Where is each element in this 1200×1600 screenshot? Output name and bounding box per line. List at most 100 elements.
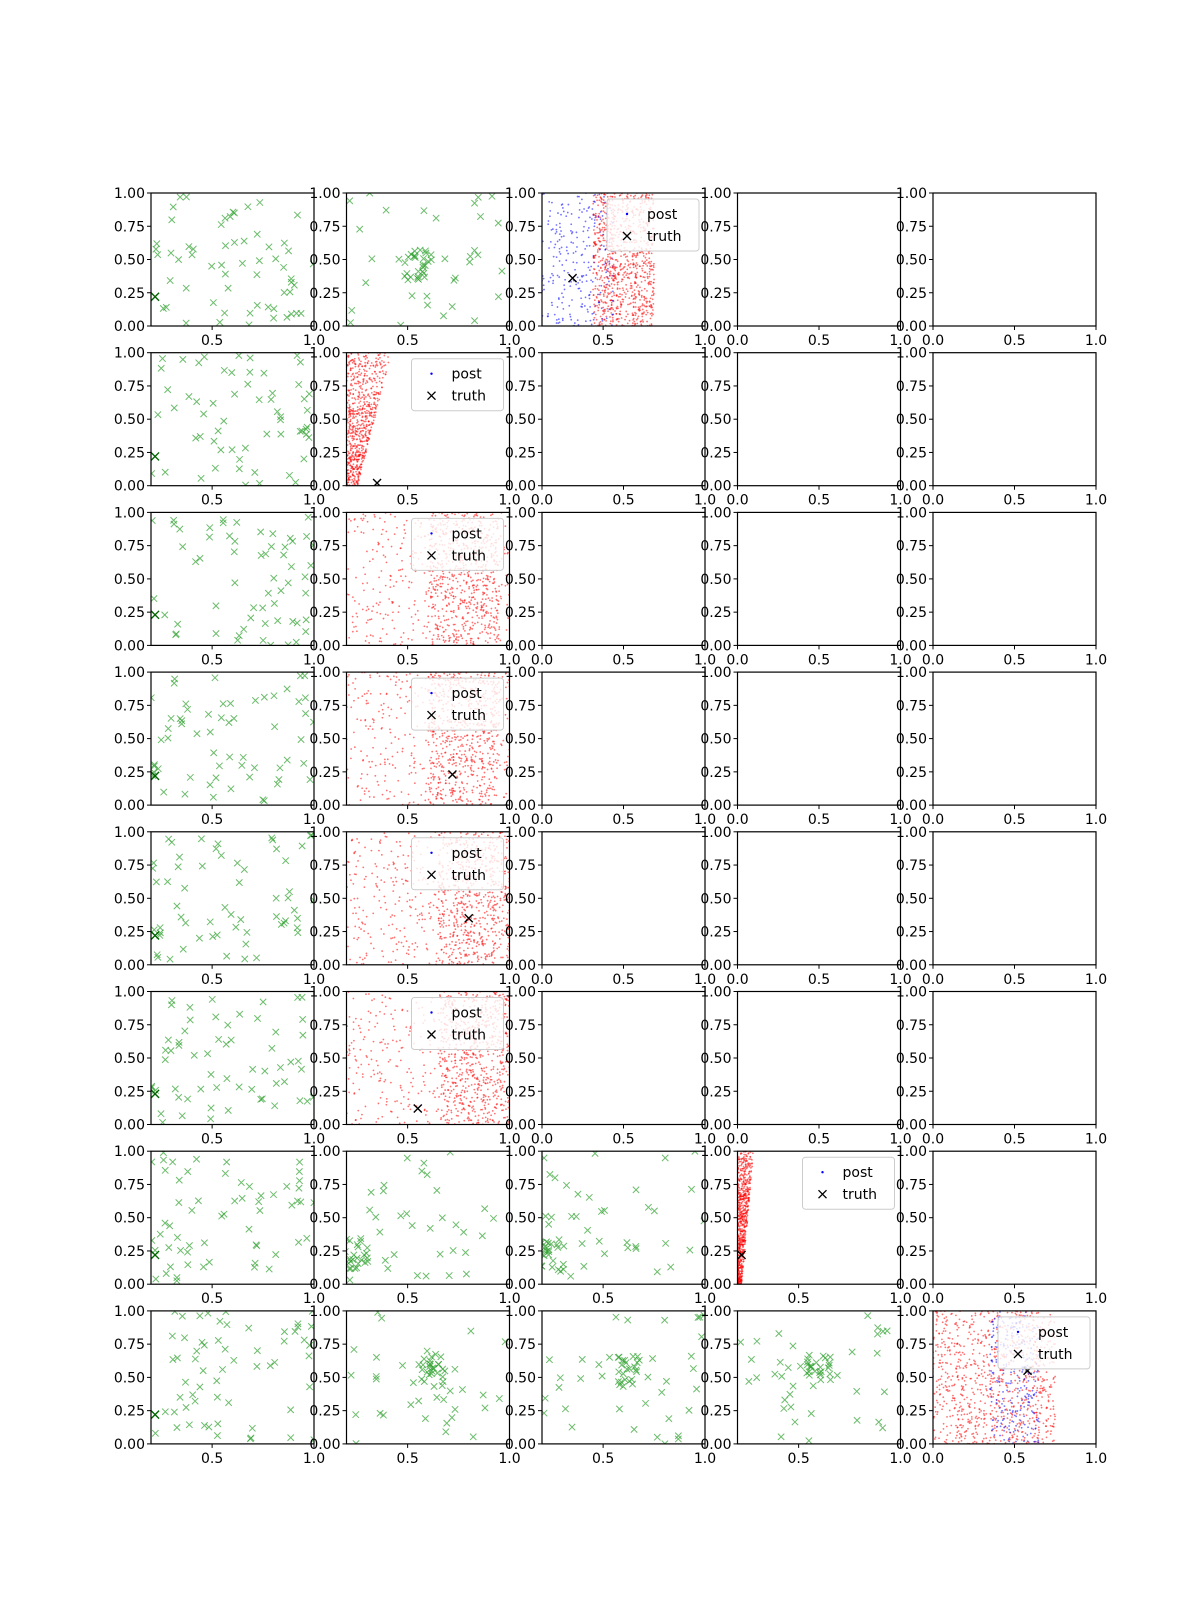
green-marker (289, 537, 297, 545)
post-point (487, 891, 489, 894)
green-marker (161, 611, 169, 619)
post-point (410, 581, 413, 584)
post-point (360, 531, 363, 534)
post-point (469, 904, 472, 906)
post-point (613, 283, 616, 286)
post-point (370, 387, 373, 390)
post-point (439, 675, 442, 678)
green-marker (432, 214, 440, 222)
post-point (356, 938, 359, 941)
post-point (360, 419, 363, 422)
post-point (455, 892, 458, 894)
post-point (448, 571, 451, 574)
post-point (459, 916, 462, 919)
post-point (437, 610, 440, 612)
post-point (455, 918, 458, 921)
post-point (409, 555, 412, 558)
post-point (439, 763, 442, 766)
post-point (454, 513, 456, 516)
post-point (469, 639, 472, 642)
post-point (598, 323, 601, 326)
post-point (457, 798, 460, 801)
post-point (441, 576, 444, 579)
post-point (361, 411, 363, 414)
post-point (476, 621, 479, 624)
post-point (486, 955, 489, 958)
green-marker (200, 353, 208, 361)
post-point (487, 895, 490, 898)
post-point (558, 321, 561, 324)
post-point (444, 794, 447, 797)
post-point (348, 636, 351, 639)
post-point (467, 947, 469, 950)
post-point (438, 755, 440, 757)
post-point (547, 220, 550, 222)
post-point (406, 680, 408, 683)
post-point (493, 675, 495, 678)
post-point (459, 738, 462, 741)
post-point (490, 730, 493, 732)
post-point (476, 602, 479, 605)
post-point (438, 761, 440, 763)
post-point (401, 641, 403, 643)
post-point (560, 230, 562, 232)
post-point (604, 249, 607, 251)
post-point (455, 736, 458, 739)
post-point (571, 231, 574, 233)
post-point (408, 607, 410, 610)
green-marker (284, 641, 292, 646)
post-point (609, 320, 612, 323)
post-point (628, 303, 631, 306)
post-point (372, 414, 375, 417)
post-point (485, 910, 488, 913)
post-point (598, 278, 601, 281)
post-point (506, 552, 509, 555)
panel-r4c0: 0.000.250.500.751.000.5 1.0 (114, 825, 325, 988)
post-point (616, 281, 619, 284)
post-point (440, 770, 443, 772)
y-tick-label: 0.25 (309, 445, 340, 461)
post-point (454, 798, 457, 801)
post-point (432, 775, 434, 778)
y-tick-label: 0.25 (114, 605, 145, 621)
post-point (456, 587, 458, 590)
post-point (464, 764, 467, 767)
post-point (440, 743, 442, 745)
post-point (648, 257, 651, 260)
post-point (630, 285, 633, 287)
post-point (412, 622, 415, 625)
post-point (620, 268, 623, 271)
post-point (626, 255, 629, 258)
post-point (393, 884, 395, 887)
y-tick-label: 1.00 (700, 665, 731, 681)
post-point (496, 767, 498, 770)
green-marker (158, 355, 167, 363)
post-point (445, 943, 448, 946)
post-point (354, 479, 356, 482)
post-point (379, 906, 382, 909)
post-point (635, 276, 638, 279)
post-point (592, 194, 595, 197)
post-point (359, 453, 362, 456)
post-point (609, 322, 612, 325)
post-point (372, 746, 374, 749)
green-marker (427, 251, 435, 259)
post-point (608, 308, 611, 311)
post-point (397, 779, 400, 782)
post-point (430, 776, 433, 779)
post-point (551, 201, 553, 204)
green-marker (176, 525, 184, 533)
post-point (356, 375, 359, 378)
post-point (432, 778, 435, 781)
post-point (491, 940, 494, 943)
post-point (453, 748, 455, 751)
post-point (621, 268, 624, 270)
post-point (505, 838, 508, 841)
post-point (371, 548, 374, 551)
post-point (472, 770, 475, 773)
post-point (483, 628, 486, 631)
post-point (353, 699, 355, 702)
post-point (484, 626, 487, 629)
post-point (352, 413, 354, 416)
